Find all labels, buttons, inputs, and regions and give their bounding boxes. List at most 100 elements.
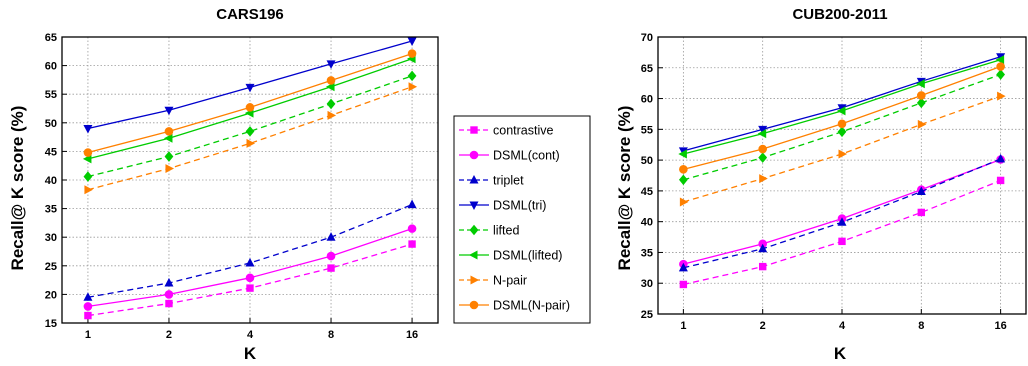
legend: contrastive DSML(cont) triplet DSML(tri) lif… [453,115,591,324]
cub200-y-tick-label: 70 [641,32,653,44]
cars196-data-point [326,76,336,85]
cub200-data-point [917,119,927,129]
cub200-x-tick-label: 8 [918,320,924,332]
cub200-series-7 [679,62,1005,174]
cub200-data-point [838,237,846,246]
cars196-data-point [83,125,93,134]
cub200-data-point [837,217,847,226]
cars196-series-3 [83,37,417,134]
cub200-data-point [678,262,688,272]
cars196-data-point [407,49,417,58]
cub200-x-tick-label: 2 [760,320,766,332]
cars196-data-point [407,224,417,233]
cub200-data-point [996,69,1006,80]
cars196-data-point [245,273,255,283]
cars196-data-point [84,185,93,195]
legend-items: contrastive DSML(cont) triplet DSML(tri) lif… [459,124,570,313]
cars196-y-tick-label: 60 [45,61,57,73]
cub200-data-point [758,262,767,271]
cub200-y-tick-label: 45 [641,186,653,198]
cub200-data-point [997,91,1006,101]
cars196-data-point [327,264,335,272]
cub200-data-point [917,208,926,217]
cub200-data-point [759,174,768,184]
cars196-data-point [408,82,418,92]
cub200-data-point [758,144,767,154]
cub200-data-point [678,174,688,186]
cub200-data-point [757,129,767,139]
cars196-x-tick-label: 16 [406,329,418,341]
legend-label: DSML(cont) [493,149,560,163]
cars196-x-axis-label: K [244,344,257,363]
cub200-data-point [679,280,688,289]
legend-marker [469,150,479,160]
legend-label: DSML(lifted) [493,249,562,263]
cars196-y-tick-label: 45 [45,146,57,158]
cars196-x-tick-label: 2 [166,329,172,341]
legend-item: DSML(lifted) [459,249,562,263]
legend-label: DSML(tri) [493,199,546,213]
cub200-data-point [758,125,768,135]
cars196-data-point [245,83,255,93]
cars196-chart: CARS196 Recall@ K score (%) K 15 20 25 30 35… [8,6,439,363]
cub200-data-point [916,97,926,109]
cars196-y-tick-label: 25 [45,261,57,273]
legend-item: contrastive [459,124,553,138]
cars196-data-point [245,126,255,137]
cub200-y-tick-label: 60 [641,94,653,106]
legend-label: N-pair [493,274,527,288]
cub200-y-tick-label: 50 [641,155,653,167]
cub200-y-tick-label: 30 [641,278,653,290]
legend-marker [469,201,479,211]
cars196-data-point [83,148,93,157]
cub200-series-6 [679,91,1006,207]
cub200-x-tick-label: 16 [994,320,1006,332]
cub200-data-point [679,197,689,207]
cars196-y-tick-label: 50 [45,118,57,130]
cub200-data-point [758,152,768,163]
legend-box [453,115,591,324]
legend-item: DSML(N-pair) [459,299,570,313]
cub200-y-tick-label: 25 [641,309,653,321]
cub200-plot-area: 25 30 35 40 45 50 55 60 65 70 1 2 4 8 16 [641,32,1027,332]
cars196-series-0 [84,240,416,320]
cars196-data-point [326,251,336,261]
cars196-data-point [82,154,92,164]
cars196-data-point [407,70,417,82]
cub200-data-point [679,165,688,174]
legend-label: DSML(N-pair) [493,299,570,313]
cars196-plot-area: 15 20 25 30 35 40 45 50 55 60 65 1 2 4 8 16 [45,32,439,341]
cars196-series-4 [83,70,417,182]
cub200-y-tick-label: 55 [641,124,653,136]
cars196-data-point [165,299,173,308]
cars196-y-tick-label: 30 [45,232,57,244]
legend-marker [469,174,479,184]
cars196-data-point [164,277,174,287]
legend-label: triplet [493,174,524,188]
legend-item: N-pair [459,274,527,288]
cub200-data-point [996,176,1005,185]
legend-item: DSML(cont) [459,149,560,163]
cub200-y-tick-label: 35 [641,247,653,259]
cub200-y-tick-label: 40 [641,217,653,229]
cars196-data-point [164,151,174,162]
cars196-data-point [407,199,417,209]
cars196-x-tick-label: 8 [328,329,334,341]
cars196-data-point [83,292,93,301]
legend-marker [470,275,480,285]
cub200-y-axis-label: Recall@ K score (%) [615,106,634,271]
cars196-data-point [245,103,255,112]
cub200-series-4 [678,69,1006,186]
cars196-y-tick-label: 55 [45,89,57,101]
cars196-data-point [83,302,93,311]
cars196-series-6 [84,82,418,195]
legend-marker [469,224,479,236]
cub200-data-point [678,149,687,159]
cub200-series-5 [678,55,1005,159]
cars196-data-point [84,311,92,320]
cars196-y-tick-label: 65 [45,32,57,44]
cars196-data-point [246,138,256,148]
cub200-data-point [996,62,1005,71]
cub200-data-point [836,106,846,116]
cars196-data-point [407,37,417,47]
